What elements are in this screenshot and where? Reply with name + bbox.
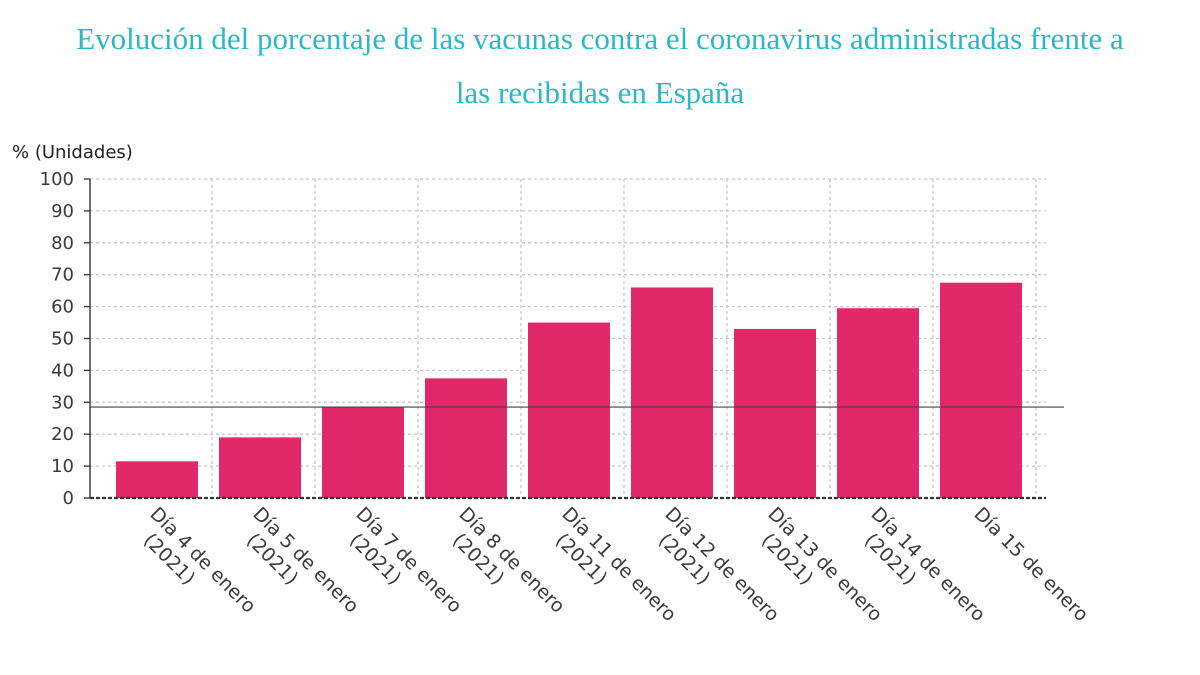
y-tick-label: 20 [51, 424, 74, 445]
y-tick-label: 70 [51, 265, 74, 286]
bar [322, 407, 404, 498]
bars [116, 282, 1022, 498]
bar [219, 437, 301, 498]
chart-title: Evolución del porcentaje de las vacunas … [0, 12, 1200, 120]
y-tick-label: 10 [51, 456, 74, 477]
bar [116, 461, 198, 498]
y-tick-label: 80 [51, 233, 74, 254]
y-tick-label: 40 [51, 360, 74, 381]
y-tick-label: 60 [51, 297, 74, 318]
x-tick-labels: Día 4 de enero(2021) Día 5 de enero(2021)… [129, 503, 1092, 642]
grid [90, 178, 1046, 498]
y-tick-label: 90 [51, 201, 74, 222]
y-tick-label: 100 [40, 169, 74, 190]
axes [84, 178, 1064, 500]
y-tick-label: 50 [51, 329, 74, 350]
chart-title-line-1: Evolución del porcentaje de las vacunas … [76, 21, 1124, 56]
x-tick-label: Día 11 de enero(2021) [541, 503, 680, 642]
x-tick-label: Día 8 de enero(2021) [438, 503, 569, 634]
x-tick-label: Día 5 de enero(2021) [232, 503, 363, 634]
y-tick-label: 30 [51, 392, 74, 413]
bar [940, 282, 1022, 498]
bar [837, 308, 919, 498]
x-tick-label: Día 4 de enero(2021) [129, 503, 260, 634]
bar [631, 287, 713, 498]
bar [528, 322, 610, 498]
y-tick-labels: 0 10 20 30 40 50 60 70 80 90 100 [40, 169, 74, 509]
y-axis-label: % (Unidades) [12, 142, 133, 163]
bar [425, 378, 507, 498]
chart-title-line-2: las recibidas en España [455, 75, 745, 110]
x-tick-label: Día 7 de enero(2021) [335, 503, 466, 634]
bar [734, 328, 816, 498]
y-tick-label: 0 [63, 488, 74, 509]
